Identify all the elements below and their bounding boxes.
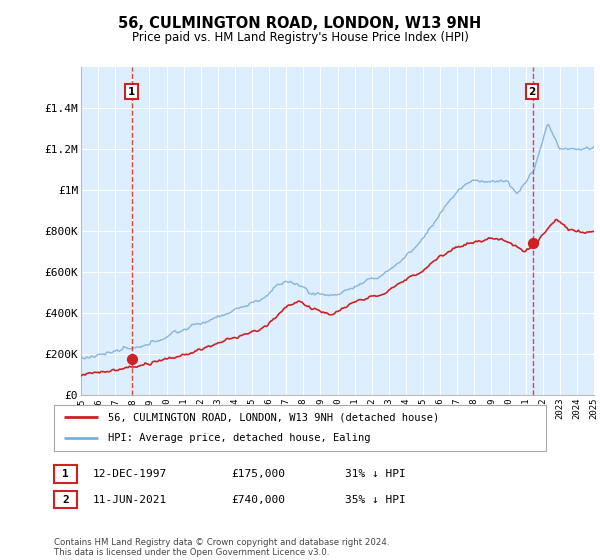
Text: 35% ↓ HPI: 35% ↓ HPI bbox=[345, 494, 406, 505]
Text: 56, CULMINGTON ROAD, LONDON, W13 9NH: 56, CULMINGTON ROAD, LONDON, W13 9NH bbox=[118, 16, 482, 31]
Text: 12-DEC-1997: 12-DEC-1997 bbox=[93, 469, 167, 479]
Text: 1: 1 bbox=[128, 87, 135, 97]
Text: 2: 2 bbox=[62, 494, 69, 505]
Text: 2: 2 bbox=[529, 87, 536, 97]
Text: 31% ↓ HPI: 31% ↓ HPI bbox=[345, 469, 406, 479]
Text: 1: 1 bbox=[62, 469, 69, 479]
Text: HPI: Average price, detached house, Ealing: HPI: Average price, detached house, Eali… bbox=[108, 433, 371, 444]
Text: £175,000: £175,000 bbox=[231, 469, 285, 479]
Point bbox=[128, 354, 137, 363]
Point bbox=[529, 239, 538, 248]
Text: £740,000: £740,000 bbox=[231, 494, 285, 505]
Text: Contains HM Land Registry data © Crown copyright and database right 2024.
This d: Contains HM Land Registry data © Crown c… bbox=[54, 538, 389, 557]
Text: 11-JUN-2021: 11-JUN-2021 bbox=[93, 494, 167, 505]
Text: Price paid vs. HM Land Registry's House Price Index (HPI): Price paid vs. HM Land Registry's House … bbox=[131, 31, 469, 44]
Text: 56, CULMINGTON ROAD, LONDON, W13 9NH (detached house): 56, CULMINGTON ROAD, LONDON, W13 9NH (de… bbox=[108, 412, 439, 422]
